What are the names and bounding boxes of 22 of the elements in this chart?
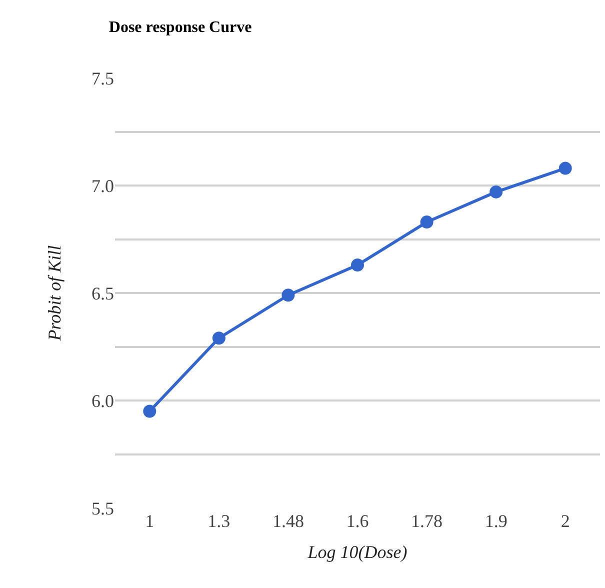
y-axis-title: Probit of Kill: [44, 245, 65, 342]
y-tick-label: 6.0: [92, 390, 114, 411]
point: [212, 332, 226, 345]
y-tick-label: 7.5: [92, 68, 114, 88]
point: [282, 288, 295, 302]
x-axis-title: Log 10(Dose): [306, 542, 408, 562]
point: [143, 404, 156, 418]
x-tick-label: 1: [145, 511, 154, 531]
x-tick-label: 1.6: [346, 511, 369, 531]
x-tick-label: 1.3: [208, 511, 230, 531]
y-tick-label: 6.5: [92, 283, 114, 304]
point: [558, 162, 572, 175]
y-tick-label: 5.5: [92, 498, 114, 518]
x-tick-label: 1.48: [272, 511, 304, 531]
point: [420, 216, 434, 229]
point: [351, 258, 364, 272]
x-tick-label: 2: [560, 511, 570, 531]
x-tick-label: 1.78: [411, 511, 443, 531]
point: [490, 185, 503, 198]
y-tick-label: 7.0: [92, 176, 114, 196]
x-tick-label: 1.9: [484, 511, 508, 531]
chart-title: Dose response Curve: [108, 18, 252, 36]
